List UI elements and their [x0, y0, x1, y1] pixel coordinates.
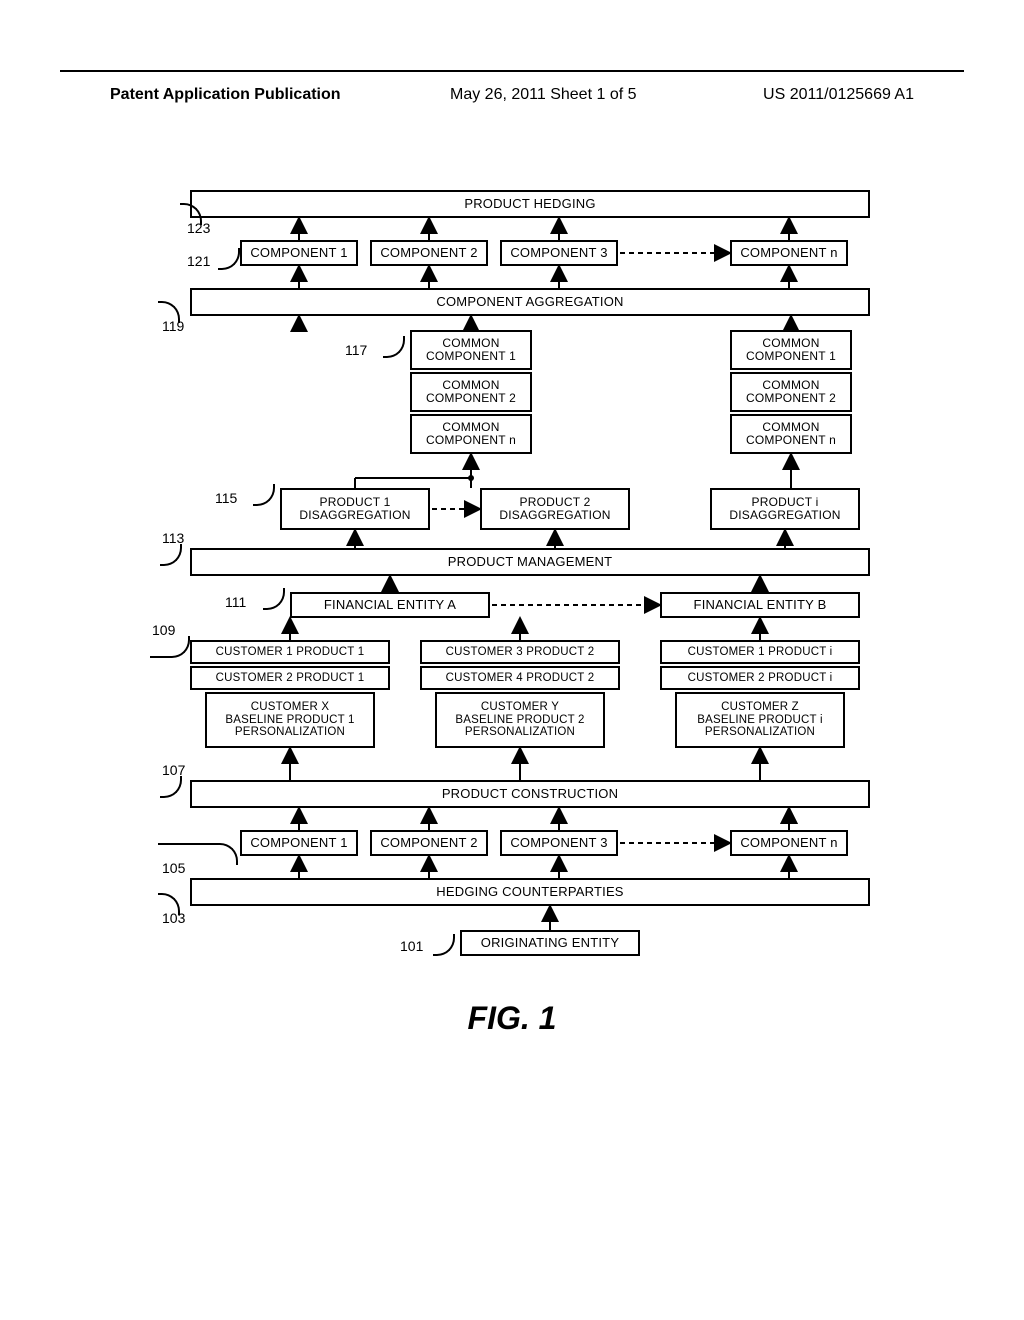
component-3-top: COMPONENT 3 [500, 240, 618, 266]
cust1-prod1: CUSTOMER 1 PRODUCT 1 [190, 640, 390, 664]
component-3-bot: COMPONENT 3 [500, 830, 618, 856]
header-left: Patent Application Publication [110, 86, 341, 104]
cust2-prod1: CUSTOMER 2 PRODUCT 1 [190, 666, 390, 690]
figure-label: FIG. 1 [468, 1000, 557, 1037]
component-2-top: COMPONENT 2 [370, 240, 488, 266]
ref-117: 117 [345, 342, 367, 358]
common-b-n: COMMONCOMPONENT n [730, 414, 852, 454]
component-2-bot: COMPONENT 2 [370, 830, 488, 856]
cust2-prodi: CUSTOMER 2 PRODUCT i [660, 666, 860, 690]
common-a-2: COMMONCOMPONENT 2 [410, 372, 532, 412]
originating-entity: ORIGINATING ENTITY [460, 930, 640, 956]
ref-107-hook [160, 776, 182, 798]
ref-111-hook [263, 588, 285, 610]
cust1-prodi: CUSTOMER 1 PRODUCT i [660, 640, 860, 664]
arrows-svg [190, 190, 870, 1050]
product-management-bar: PRODUCT MANAGEMENT [190, 548, 870, 576]
ref-121: 121 [187, 253, 210, 269]
ref-111: 111 [225, 594, 246, 610]
component-aggregation-bar: COMPONENT AGGREGATION [190, 288, 870, 316]
custz-baseline-i: CUSTOMER ZBASELINE PRODUCT iPERSONALIZAT… [675, 692, 845, 748]
product-i-disagg: PRODUCT iDISAGGREGATION [710, 488, 860, 530]
common-a-n: COMMONCOMPONENT n [410, 414, 532, 454]
common-a-1: COMMONCOMPONENT 1 [410, 330, 532, 370]
ref-101-hook [433, 934, 455, 956]
ref-103-hook [158, 893, 180, 915]
product-construction-bar: PRODUCT CONSTRUCTION [190, 780, 870, 808]
ref-101: 101 [400, 938, 423, 954]
header-right: US 2011/0125669 A1 [763, 86, 914, 104]
header-rule [60, 70, 964, 72]
component-1-top: COMPONENT 1 [240, 240, 358, 266]
ref-115: 115 [215, 490, 237, 506]
component-n-bot: COMPONENT n [730, 830, 848, 856]
ref-121-hook [218, 248, 240, 270]
ref-109-hook [150, 636, 190, 658]
ref-117-hook [383, 336, 405, 358]
common-b-1: COMMONCOMPONENT 1 [730, 330, 852, 370]
custx-baseline-1: CUSTOMER XBASELINE PRODUCT 1PERSONALIZAT… [205, 692, 375, 748]
cust3-prod2: CUSTOMER 3 PRODUCT 2 [420, 640, 620, 664]
component-n-top: COMPONENT n [730, 240, 848, 266]
ref-105-hook [158, 843, 238, 865]
product-1-disagg: PRODUCT 1DISAGGREGATION [280, 488, 430, 530]
product-2-disagg: PRODUCT 2DISAGGREGATION [480, 488, 630, 530]
component-1-bot: COMPONENT 1 [240, 830, 358, 856]
cust4-prod2: CUSTOMER 4 PRODUCT 2 [420, 666, 620, 690]
header-mid: May 26, 2011 Sheet 1 of 5 [450, 86, 637, 104]
diagram-fig1: PRODUCT HEDGING COMPONENT 1 COMPONENT 2 … [190, 190, 870, 1050]
hedging-counterparties-bar: HEDGING COUNTERPARTIES [190, 878, 870, 906]
custy-baseline-2: CUSTOMER YBASELINE PRODUCT 2PERSONALIZAT… [435, 692, 605, 748]
financial-entity-a: FINANCIAL ENTITY A [290, 592, 490, 618]
product-hedging-bar: PRODUCT HEDGING [190, 190, 870, 218]
common-b-2: COMMONCOMPONENT 2 [730, 372, 852, 412]
financial-entity-b: FINANCIAL ENTITY B [660, 592, 860, 618]
ref-115-hook [253, 484, 275, 506]
ref-119-hook [158, 301, 180, 323]
ref-113-hook [160, 544, 182, 566]
